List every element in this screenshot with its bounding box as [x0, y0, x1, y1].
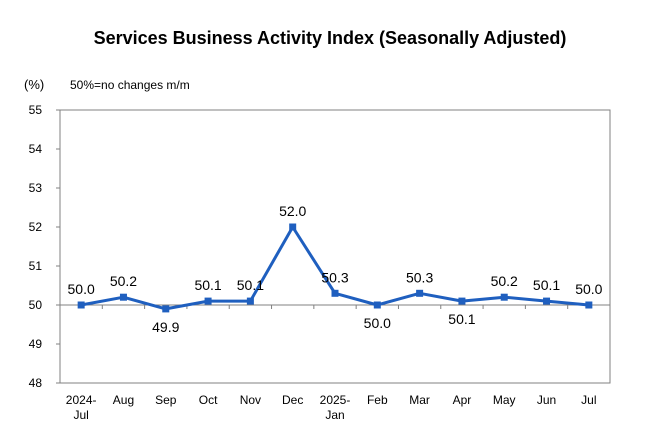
data-point-marker [246, 297, 254, 305]
x-tick-label: Oct [199, 393, 218, 407]
data-label: 50.0 [364, 315, 391, 331]
x-tick-label-line: 2024- [66, 393, 97, 407]
x-tick-label: Mar [409, 393, 430, 407]
x-tick-label: Jul [581, 393, 596, 407]
y-tick-label: 48 [29, 376, 43, 390]
x-tick-label: Feb [367, 393, 388, 407]
y-axis-unit-label: (%) [24, 77, 45, 92]
data-point-marker [373, 301, 381, 309]
data-point-marker [543, 297, 551, 305]
data-label: 50.1 [533, 277, 560, 293]
data-label: 50.1 [194, 277, 221, 293]
x-tick-label: 2025-Jan [320, 393, 351, 422]
data-label: 50.3 [406, 269, 433, 285]
x-tick-label-line: Jan [325, 408, 344, 422]
y-tick-label: 54 [29, 142, 43, 156]
y-tick-label: 51 [29, 259, 43, 273]
data-label: 50.2 [491, 273, 518, 289]
y-tick-label: 53 [29, 181, 43, 195]
data-point-marker [416, 289, 424, 297]
x-tick-label-line: Mar [409, 393, 430, 407]
data-point-marker [458, 297, 466, 305]
x-tick-label-line: Jul [581, 393, 596, 407]
data-point-marker [77, 301, 85, 309]
x-tick-label: 2024-Jul [66, 393, 97, 422]
data-label: 50.3 [321, 269, 348, 285]
x-tick-label: Dec [282, 393, 303, 407]
x-tick-label: May [493, 393, 516, 407]
data-label: 50.2 [110, 273, 137, 289]
x-tick-label-line: Dec [282, 393, 303, 407]
x-tick-label: Nov [240, 393, 261, 407]
x-tick-label: Sep [155, 393, 177, 407]
x-tick-label-line: Jun [537, 393, 556, 407]
data-point-marker [119, 293, 127, 301]
data-label: 50.0 [575, 281, 602, 297]
chart-note: 50%=no changes m/m [70, 78, 190, 92]
x-tick-label: Aug [113, 393, 134, 407]
data-point-marker [162, 305, 170, 313]
data-point-marker [585, 301, 593, 309]
y-tick-label: 52 [29, 220, 43, 234]
y-tick-label: 50 [29, 298, 43, 312]
x-tick-label-line: Apr [453, 393, 472, 407]
x-tick-label-line: Oct [199, 393, 218, 407]
data-label: 49.9 [152, 319, 179, 335]
data-point-marker [289, 223, 297, 231]
x-tick-label: Jun [537, 393, 556, 407]
chart-title: Services Business Activity Index (Season… [93, 28, 567, 48]
data-label: 50.1 [237, 277, 264, 293]
data-point-marker [331, 289, 339, 297]
x-tick-label-line: May [493, 393, 516, 407]
x-tick-label-line: Aug [113, 393, 134, 407]
x-tick-label-line: Nov [240, 393, 261, 407]
x-tick-label: Apr [453, 393, 472, 407]
plot-frame [59, 109, 611, 384]
data-label: 52.0 [279, 203, 306, 219]
data-label: 50.0 [68, 281, 95, 297]
y-tick-label: 49 [29, 337, 43, 351]
data-label: 50.1 [448, 311, 475, 327]
x-tick-label-line: Feb [367, 393, 388, 407]
data-point-marker [500, 293, 508, 301]
y-tick-label: 55 [29, 103, 43, 117]
x-tick-label-line: Sep [155, 393, 177, 407]
data-point-marker [204, 297, 212, 305]
x-tick-label-line: Jul [73, 408, 88, 422]
x-tick-label-line: 2025- [320, 393, 351, 407]
